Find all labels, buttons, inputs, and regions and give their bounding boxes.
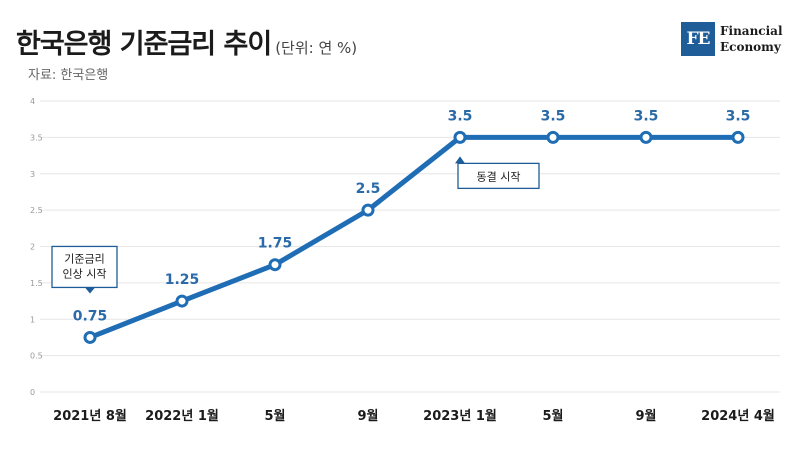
data-label: 3.5 [448, 108, 473, 124]
unit-label: (단위: 연 %) [275, 39, 358, 57]
source-label: 자료: 한국은행 [28, 68, 109, 83]
data-label: 1.25 [165, 272, 200, 288]
annotation-text: 기준금리 [64, 252, 104, 265]
data-point [453, 130, 467, 144]
chart-title-text: 한국은행 기준금리 추이 [16, 29, 272, 60]
data-label: 0.75 [73, 308, 108, 324]
y-tick-label: 0.5 [30, 352, 43, 361]
x-tick-label: 5월 [264, 408, 285, 424]
annotation-box [51, 245, 118, 289]
x-tick-label: 9월 [635, 408, 656, 424]
data-label: 3.5 [726, 108, 751, 124]
annotation-text: 동결 시작 [477, 170, 521, 183]
data-label: 3.5 [541, 108, 566, 124]
data-label: 2.5 [356, 181, 381, 197]
chart-title: 한국은행 기준금리 추이 (단위: 연 %) [16, 22, 357, 61]
brand-logo-wordmark: Financial Economy [720, 23, 783, 55]
data-label: 1.75 [258, 236, 293, 252]
y-tick-label: 1.5 [30, 279, 43, 288]
data-point [83, 330, 97, 344]
annotation-pointer [85, 287, 95, 294]
data-point [268, 258, 282, 272]
annotation-pointer [455, 156, 465, 164]
data-point [361, 203, 375, 217]
data-point [639, 130, 653, 144]
brand-logo-mark: FE [681, 22, 715, 56]
brand-logo-line2: Economy [720, 40, 781, 54]
y-tick-label: 1 [30, 315, 35, 324]
annotation-box [457, 162, 540, 190]
y-tick-label: 0 [30, 388, 35, 397]
x-tick-label: 2023년 1월 [423, 408, 497, 424]
x-tick-label: 9월 [357, 408, 378, 424]
data-point [546, 130, 560, 144]
data-point [175, 294, 189, 308]
y-tick-label: 3 [30, 170, 35, 179]
series-line [87, 134, 741, 340]
x-tick-label: 2021년 8월 [53, 408, 127, 424]
y-tick-label: 2.5 [30, 206, 43, 215]
annotation-text: 인상 시작 [63, 267, 107, 280]
data-label: 3.5 [634, 108, 659, 124]
brand-logo: FE Financial Economy [681, 22, 791, 58]
brand-logo-line1: Financial [720, 24, 783, 38]
y-tick-label: 3.5 [30, 133, 43, 142]
y-tick-label: 2 [30, 243, 35, 252]
header: 한국은행 기준금리 추이 (단위: 연 %) 자료: 한국은행 FE Financ… [0, 0, 800, 90]
data-point [731, 130, 745, 144]
x-tick-label: 2022년 1월 [145, 408, 219, 424]
y-tick-label: 4 [30, 97, 35, 106]
x-tick-label: 2024년 4월 [701, 408, 775, 424]
x-tick-label: 5월 [542, 408, 563, 424]
